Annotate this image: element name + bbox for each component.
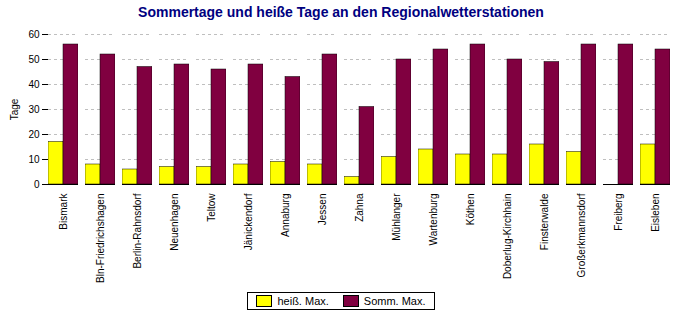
svg-text:Eisleben: Eisleben [650, 194, 661, 232]
svg-text:Tage: Tage [9, 98, 20, 120]
svg-text:40: 40 [28, 79, 40, 90]
svg-text:Bismark: Bismark [58, 193, 69, 230]
html-text:Sommertage und heiße Tage an d: Sommertage und heiße Tage an den Regiona… [138, 4, 544, 20]
svg-text:Berlin-Rahnsdorf: Berlin-Rahnsdorf [132, 193, 143, 268]
svg-text:0: 0 [34, 179, 40, 190]
svg-text:Großerkmannsdorf: Großerkmannsdorf [576, 193, 587, 277]
svg-text:Jänickendorf: Jänickendorf [243, 193, 254, 250]
svg-text:Bln-Friedrichshagen: Bln-Friedrichshagen [95, 194, 106, 284]
html-text:Somm. Max.: Somm. Max. [363, 295, 426, 307]
svg-text:Zahna: Zahna [354, 193, 365, 222]
svg-text:Doberlug-Kirchhain: Doberlug-Kirchhain [502, 194, 513, 280]
svg-text:Annaburg: Annaburg [280, 194, 291, 237]
svg-text:60: 60 [28, 29, 40, 40]
svg-text:Jessen: Jessen [317, 194, 328, 226]
svg-text:Wartenburg: Wartenburg [428, 194, 439, 246]
svg-text:Teltow: Teltow [206, 193, 217, 222]
svg-text:Freiberg: Freiberg [613, 194, 624, 231]
svg-text:50: 50 [28, 54, 40, 65]
svg-text:30: 30 [28, 104, 40, 115]
svg-text:Neuenhagen: Neuenhagen [169, 194, 180, 251]
html-text:heiß. Max.: heiß. Max. [277, 295, 329, 307]
svg-text:20: 20 [28, 129, 40, 140]
svg-text:Köthen: Köthen [465, 194, 476, 226]
svg-text:Mühlanger: Mühlanger [391, 193, 402, 241]
svg-text:10: 10 [28, 154, 40, 165]
svg-text:Finsterwalde: Finsterwalde [539, 193, 550, 250]
